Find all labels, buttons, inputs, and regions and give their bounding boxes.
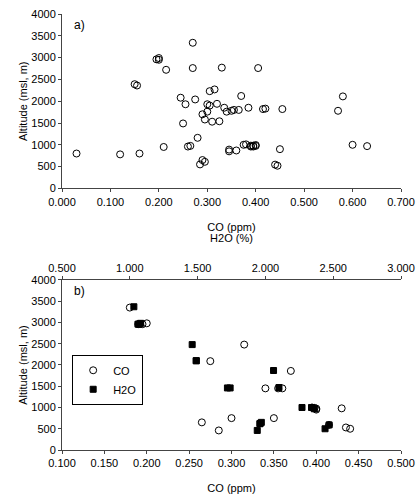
svg-text:0.500: 0.500 [48,262,76,274]
svg-text:0.150: 0.150 [91,457,119,469]
svg-text:0.600: 0.600 [339,196,367,208]
svg-text:4000: 4000 [31,274,55,286]
svg-text:1500: 1500 [31,380,55,392]
svg-text:0.450: 0.450 [345,457,373,469]
svg-text:2000: 2000 [31,359,55,371]
svg-text:2500: 2500 [31,338,55,350]
svg-text:3500: 3500 [31,30,55,42]
svg-text:1.000: 1.000 [116,262,144,274]
svg-text:CO (ppm): CO (ppm) [207,221,255,233]
svg-text:0.300: 0.300 [194,196,222,208]
svg-text:a): a) [74,18,85,32]
svg-text:CO: CO [113,365,130,377]
svg-text:Altitude (msl, m): Altitude (msl, m) [17,61,29,140]
svg-text:1000: 1000 [31,401,55,413]
svg-text:2.000: 2.000 [252,262,280,274]
svg-text:0.200: 0.200 [133,457,161,469]
svg-text:0.100: 0.100 [48,457,76,469]
svg-text:0.250: 0.250 [175,457,203,469]
svg-text:b): b) [74,284,85,298]
svg-text:3000: 3000 [31,51,55,63]
svg-text:0.700: 0.700 [387,196,415,208]
svg-text:1.500: 1.500 [184,262,212,274]
svg-text:H2O (%): H2O (%) [210,232,253,244]
svg-text:0.350: 0.350 [260,457,288,469]
svg-text:2.500: 2.500 [319,262,347,274]
svg-text:CO (ppm): CO (ppm) [207,482,255,494]
svg-text:3000: 3000 [31,316,55,328]
svg-text:0.000: 0.000 [48,196,76,208]
svg-text:0.400: 0.400 [302,457,330,469]
svg-text:0: 0 [50,182,56,194]
svg-text:1500: 1500 [31,117,55,129]
svg-text:2500: 2500 [31,73,55,85]
svg-text:3.000: 3.000 [387,262,415,274]
svg-text:0.500: 0.500 [387,457,415,469]
svg-text:0.200: 0.200 [145,196,173,208]
svg-text:H2O: H2O [113,384,136,396]
svg-text:3500: 3500 [31,295,55,307]
svg-text:0: 0 [50,444,56,456]
svg-text:0.400: 0.400 [242,196,270,208]
svg-text:4000: 4000 [31,8,55,20]
svg-text:2000: 2000 [31,95,55,107]
svg-text:0.300: 0.300 [218,457,246,469]
svg-text:1000: 1000 [31,139,55,151]
svg-text:Altitude (msl, m): Altitude (msl, m) [17,325,29,404]
svg-text:0.500: 0.500 [290,196,318,208]
svg-text:500: 500 [37,423,55,435]
svg-text:0.100: 0.100 [97,196,125,208]
svg-text:500: 500 [37,160,55,172]
